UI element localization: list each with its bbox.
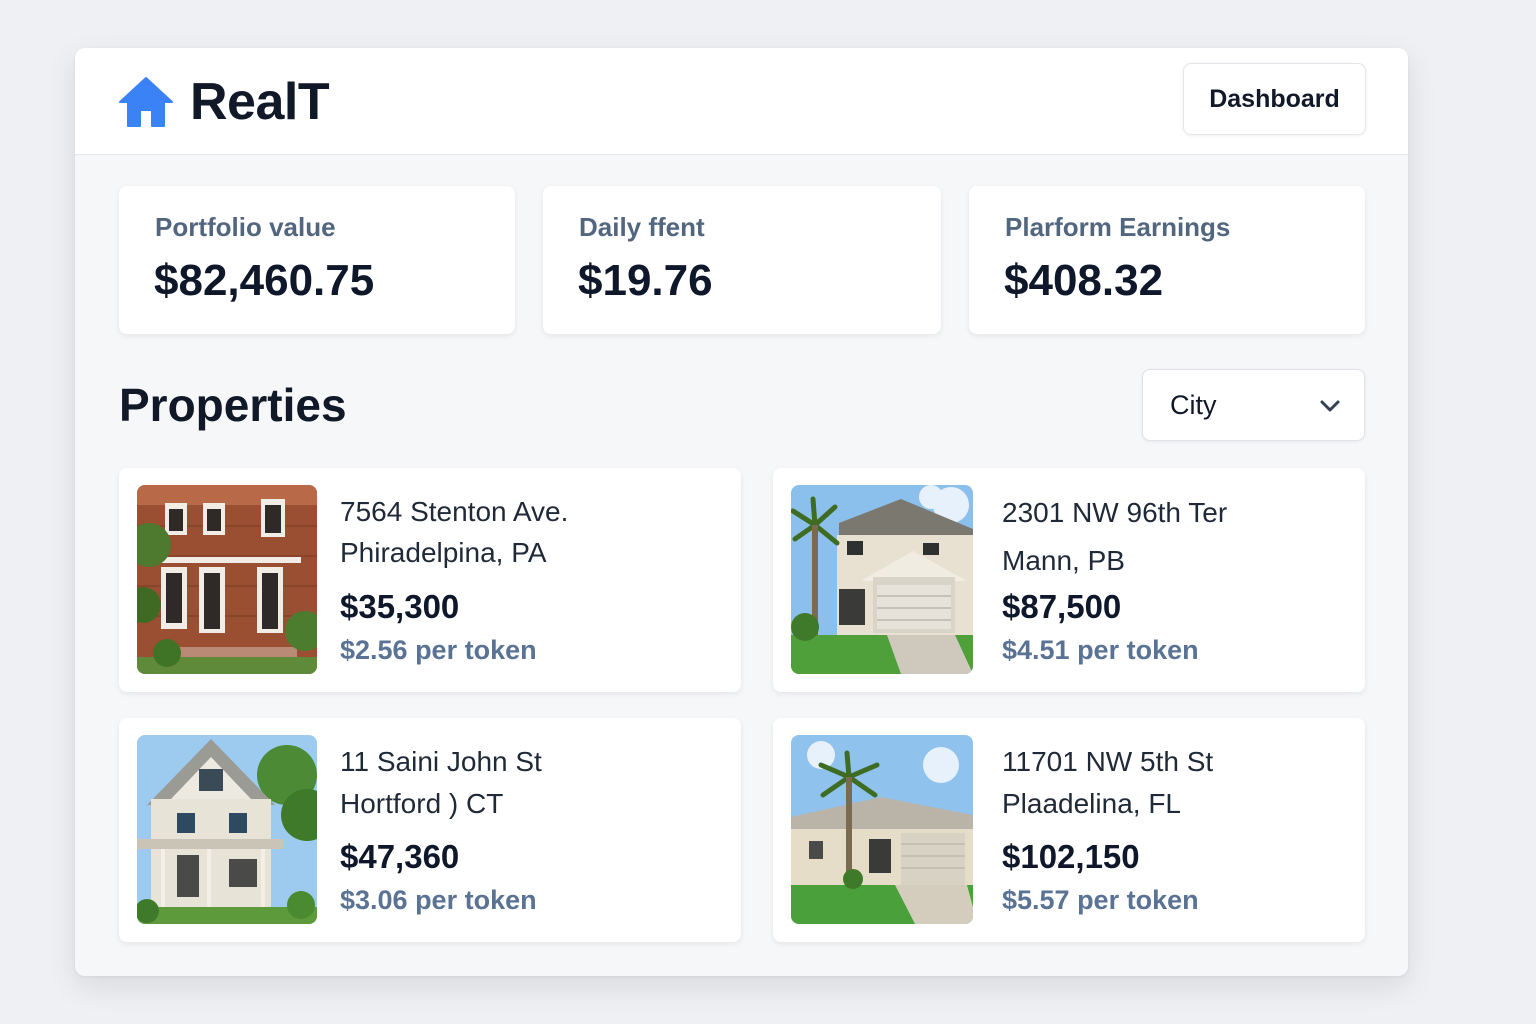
brand-name: RealT [190, 73, 330, 131]
property-card[interactable]: 2301 NW 96th Ter Mann, PB $87,500 $4.51 … [773, 468, 1365, 692]
property-price: $35,300 [340, 588, 460, 625]
select-value: City [1170, 390, 1217, 420]
property-address: 2301 NW 96th Ter [1002, 497, 1228, 528]
property-price: $102,150 [1002, 838, 1140, 875]
property-card[interactable]: 11 Saini John St Hortford ) CT $47,360 $… [119, 718, 741, 942]
stat-card-daily-rent: Daily ffent $19.76 [543, 186, 941, 334]
property-address: 11 Saini John St [340, 746, 542, 777]
property-address: 7564 Stenton Ave. [340, 496, 569, 527]
stat-card-platform-earnings: Plarform Earnings $408.32 [969, 186, 1365, 334]
app-window: RealT Dashboard Portfolio value $82,460.… [75, 48, 1408, 976]
property-price: $47,360 [340, 838, 460, 875]
stat-label: Plarform Earnings [1005, 212, 1231, 242]
property-token-price: $4.51 per token [1002, 635, 1199, 665]
properties-heading: Properties [119, 379, 347, 431]
property-city: Phiradelpina, PA [340, 537, 547, 568]
property-image-single-story-house [791, 735, 973, 924]
stat-value: $19.76 [578, 256, 713, 305]
property-token-price: $2.56 per token [340, 635, 537, 665]
property-token-price: $3.06 per token [340, 885, 537, 915]
property-card[interactable]: 11701 NW 5th St Plaadelina, FL $102,150 … [773, 718, 1365, 942]
property-city: Plaadelina, FL [1002, 788, 1182, 819]
top-bar: RealT Dashboard [75, 48, 1408, 155]
dashboard-button[interactable]: Dashboard [1183, 63, 1366, 135]
stat-label: Daily ffent [579, 212, 705, 242]
property-card[interactable]: 7564 Stenton Ave. Phiradelpina, PA $35,3… [119, 468, 741, 692]
property-price: $87,500 [1002, 588, 1122, 625]
stat-card-portfolio-value: Portfolio value $82,460.75 [119, 186, 515, 334]
property-image-brick-townhouse [137, 485, 317, 674]
stat-value: $408.32 [1004, 256, 1164, 305]
chevron-down-icon [1320, 400, 1340, 412]
property-address: 11701 NW 5th St [1002, 746, 1214, 777]
stat-value: $82,460.75 [154, 256, 375, 305]
stat-label: Portfolio value [155, 212, 336, 242]
brand-logo[interactable]: RealT [118, 73, 330, 131]
city-filter-select[interactable]: City [1142, 369, 1365, 441]
property-city: Hortford ) CT [340, 788, 504, 819]
property-image-wooden-house [137, 735, 317, 924]
property-image-two-story-house [791, 485, 973, 674]
property-city: Mann, PB [1002, 545, 1125, 576]
house-icon [119, 77, 173, 127]
property-token-price: $5.57 per token [1002, 885, 1199, 915]
